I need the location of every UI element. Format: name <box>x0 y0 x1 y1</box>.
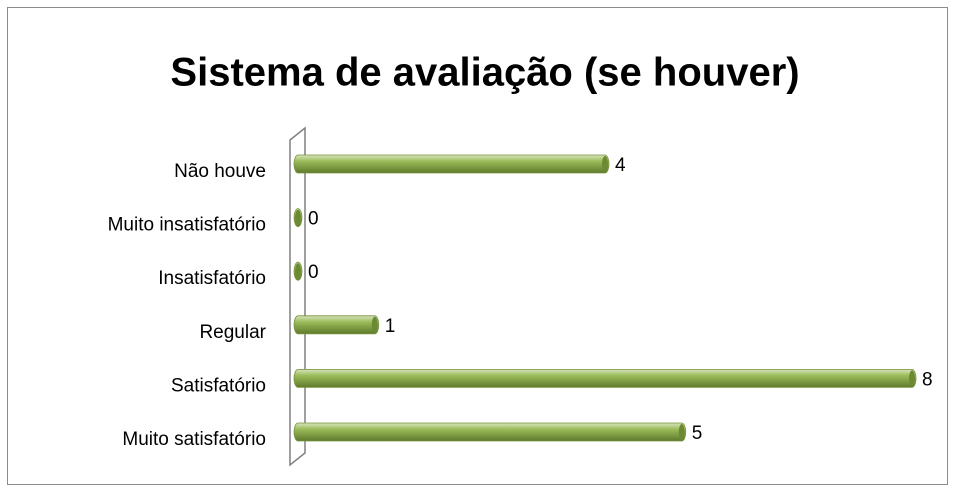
y-tick-label: Insatisfatório <box>158 268 266 289</box>
y-tick-label: Não houve <box>174 161 266 182</box>
value-label: 1 <box>385 316 396 337</box>
value-label: 0 <box>308 262 319 283</box>
value-label: 0 <box>308 209 319 230</box>
bar-cap <box>371 316 378 333</box>
value-label: 4 <box>615 155 626 176</box>
y-tick-label: Satisfatório <box>171 375 266 396</box>
bar-cap <box>295 263 301 280</box>
bar <box>293 422 687 442</box>
bar-cap <box>295 209 301 226</box>
value-label: 8 <box>922 369 933 390</box>
bar-cap <box>909 370 915 387</box>
bar <box>293 315 380 335</box>
bar-cap <box>678 424 685 440</box>
value-label: 5 <box>692 423 703 444</box>
y-tick-label: Regular <box>199 322 266 343</box>
y-tick-label: Muito satisfatório <box>122 429 266 450</box>
chart-border <box>7 7 948 485</box>
bar <box>293 369 917 388</box>
chart-title: Sistema de avaliação (se houver) <box>170 51 799 95</box>
bar <box>293 154 610 174</box>
bar-cap <box>602 156 608 172</box>
axis-wall <box>289 126 306 467</box>
y-tick-label: Muito insatisfatório <box>108 215 266 236</box>
